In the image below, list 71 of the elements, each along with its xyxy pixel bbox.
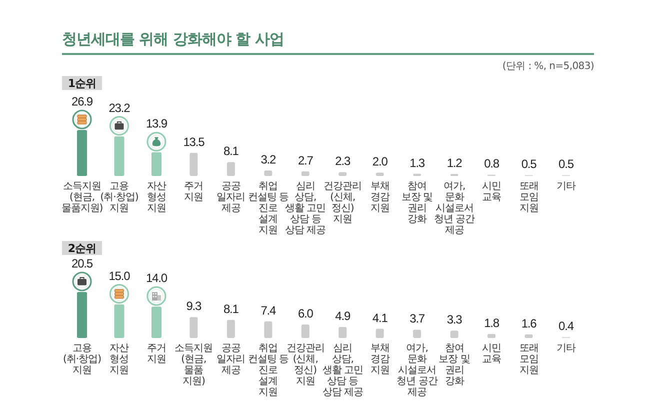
- data-label: 4.1: [372, 310, 388, 325]
- data-label: 13.9: [146, 116, 168, 131]
- x-tick-label: 심리 상담, 생활 고민 상담 등 상담 제공: [322, 343, 364, 398]
- x-tick-label: 고용 (취·창업) 지원: [63, 343, 102, 376]
- x-tick-label: 자산 형성 지원: [146, 181, 166, 214]
- data-label: 8.1: [223, 302, 240, 316]
- bar: [413, 330, 422, 338]
- data-label: 4.9: [335, 309, 351, 324]
- x-tick-label: 소득지원 (현금, 물품 지원): [174, 343, 213, 387]
- data-label: 26.9: [72, 94, 94, 108]
- data-label: 15.0: [108, 268, 131, 283]
- data-label: 2.7: [298, 153, 314, 168]
- chart-subtitle: 2순위: [68, 242, 96, 255]
- data-label: 0.5: [558, 157, 574, 172]
- bar: [338, 172, 347, 176]
- bar: [488, 334, 496, 338]
- x-tick-label: 주거 지원: [146, 343, 166, 365]
- data-label: 20.5: [72, 256, 94, 270]
- x-tick-label: 또래 모임 지원: [519, 181, 538, 214]
- data-label: 8.1: [223, 144, 240, 158]
- chart-subtitle: 1순위: [68, 77, 96, 90]
- data-label: 2.3: [335, 154, 351, 168]
- bar: [450, 330, 458, 338]
- data-label: 6.0: [298, 306, 314, 321]
- bar: [264, 321, 272, 338]
- bar: [376, 172, 384, 176]
- data-label: 0.8: [484, 156, 500, 171]
- data-label: 23.2: [108, 100, 131, 115]
- bar: [376, 328, 384, 338]
- x-tick-label: 여가, 문화 시설로서 청년 공간 제공: [434, 181, 476, 236]
- data-label: 7.4: [260, 303, 277, 318]
- x-tick-label: 부채 경감 지원: [370, 181, 390, 214]
- data-label: 0.5: [521, 157, 538, 172]
- data-label: 2.0: [372, 154, 388, 169]
- x-tick-label: 부채 경감 지원: [370, 343, 390, 376]
- x-tick-label: 시민 교육: [482, 343, 502, 365]
- bar: [338, 327, 347, 338]
- x-tick-label: 기타: [556, 343, 576, 354]
- bar: [190, 317, 198, 338]
- data-label: 3.3: [446, 312, 463, 327]
- bar: [226, 162, 235, 176]
- data-label: 1.2: [446, 156, 463, 170]
- x-tick-label: 기타: [556, 181, 576, 192]
- x-tick-label: 공공 일자리 제공: [216, 181, 246, 214]
- x-tick-label: 참여 보장 및 권리 강화: [438, 343, 470, 387]
- data-label: 14.0: [146, 271, 168, 286]
- bar: [226, 320, 235, 338]
- x-tick-label: 공공 일자리 제공: [216, 343, 246, 376]
- bar: [301, 171, 310, 176]
- bar: [301, 324, 310, 338]
- data-label: 1.8: [484, 316, 500, 330]
- data-label: 3.7: [410, 312, 426, 326]
- data-label: 1.6: [521, 316, 538, 330]
- x-tick-label: 자산 형성 지원: [110, 343, 130, 376]
- x-tick-label: 시민 교육: [482, 181, 502, 203]
- bar: [264, 170, 272, 176]
- x-tick-label: 건강관리 (신체, 정신) 지원: [324, 181, 362, 225]
- x-tick-label: 참여 보장 및 권리 강화: [401, 181, 434, 225]
- data-label: 13.5: [183, 134, 206, 149]
- x-tick-label: 취업 컨설팅 등 진로 설계 지원: [248, 343, 289, 398]
- data-label: 1.3: [410, 156, 426, 170]
- text: (단위 : %, n=5,083): [502, 61, 594, 72]
- data-label: 3.2: [260, 152, 277, 167]
- bar: [190, 152, 198, 176]
- data-label: 0.4: [558, 319, 574, 334]
- bar: [524, 334, 533, 338]
- chart-title: 청년세대를 위해 강화해야 할 사업: [62, 30, 284, 48]
- x-tick-label: 주거 지원: [184, 181, 204, 203]
- x-tick-label: 또래 모임 지원: [519, 343, 538, 376]
- data-label: 9.3: [186, 299, 202, 314]
- x-tick-label: 여가, 문화 시설로서 청년 공간 제공: [396, 343, 438, 398]
